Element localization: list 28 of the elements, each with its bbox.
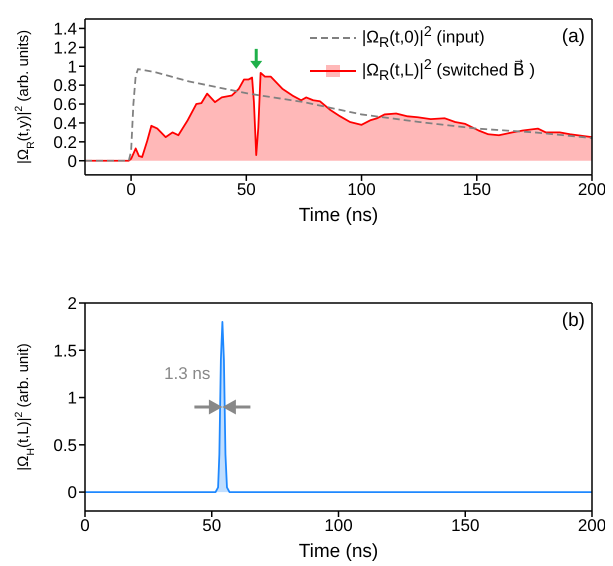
annotation: 1.3 ns <box>164 364 210 383</box>
y-tick-label: 0.4 <box>53 114 77 133</box>
x-tick-label: 0 <box>80 516 90 536</box>
annotation: (b) <box>562 310 585 332</box>
y-tick-label: 1.5 <box>53 341 77 360</box>
y-tick-label: 0.8 <box>53 76 77 96</box>
y-tick-label: 0 <box>68 152 77 171</box>
legend-label: |Ω$_{R}$(t,L)|$^{2}$ (switched B⃗ ) <box>362 57 535 84</box>
y-tick-label: 0.2 <box>53 132 77 152</box>
y-tick-label: 1.2 <box>53 38 77 58</box>
x-tick-label: 150 <box>462 180 491 199</box>
legend-label: |Ω$_{R}$(t,0)|$^{2}$ (input) <box>362 24 485 52</box>
x-tick-label: 150 <box>451 516 480 536</box>
x-tick-label: 50 <box>236 180 256 199</box>
y-tick-label: 0 <box>68 483 77 502</box>
y-tick-label: 1 <box>68 388 77 408</box>
y-tick-label: 0.6 <box>53 95 77 114</box>
annotation: (a) <box>562 26 585 48</box>
x-tick-label: 100 <box>347 180 376 199</box>
x-tick-label: 100 <box>324 516 353 536</box>
x-tick-label: 50 <box>202 516 222 536</box>
y-tick-label: 2 <box>68 294 77 314</box>
y-tick-label: 1.4 <box>53 19 77 38</box>
x-tick-label: 0 <box>126 180 136 199</box>
y-tick-label: 0.5 <box>53 436 77 455</box>
x-axis-title: Time (ns) <box>298 541 378 562</box>
y-tick-label: 1 <box>68 57 77 76</box>
x-axis-title: Time (ns) <box>298 204 378 226</box>
